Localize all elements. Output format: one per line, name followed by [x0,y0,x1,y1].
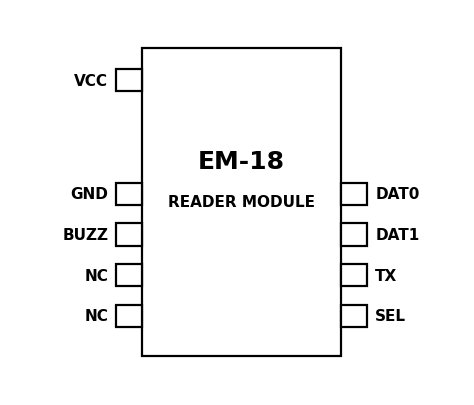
Text: DAT0: DAT0 [375,187,419,202]
Text: DAT1: DAT1 [375,228,419,242]
Bar [341,183,367,205]
Text: GND: GND [70,187,108,202]
Bar [116,264,142,287]
Text: NC: NC [84,268,108,283]
Text: TX: TX [375,268,398,283]
Bar [116,70,142,92]
Text: READER MODULE: READER MODULE [168,195,315,210]
Text: BUZZ: BUZZ [62,228,108,242]
Bar [341,264,367,287]
Bar [116,305,142,327]
Bar [116,224,142,246]
Bar [142,49,341,356]
Bar [116,183,142,205]
Bar [341,305,367,327]
Text: EM-18: EM-18 [198,150,285,174]
Text: NC: NC [84,309,108,323]
Text: SEL: SEL [375,309,406,323]
Bar [341,224,367,246]
Text: VCC: VCC [74,74,108,88]
